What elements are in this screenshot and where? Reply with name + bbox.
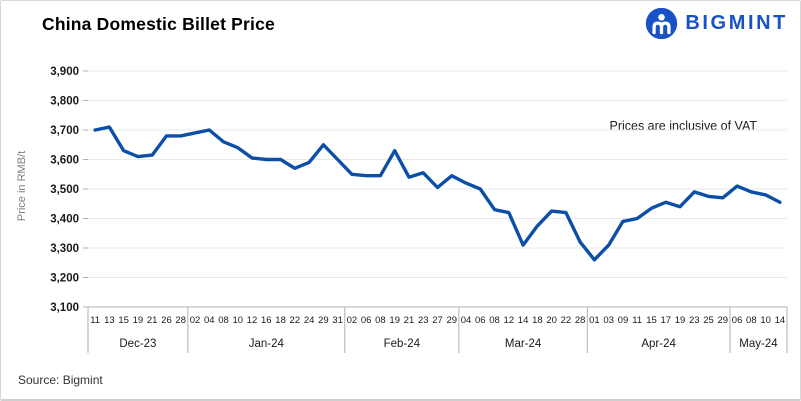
y-tick-label: 3,100 — [50, 302, 79, 314]
x-day-label: 19 — [389, 315, 400, 326]
y-tick-label: 3,600 — [50, 155, 79, 167]
x-day-label: 02 — [190, 315, 201, 326]
x-day-label: 19 — [133, 315, 144, 326]
bigmint-logo-text: BIGMINT — [685, 12, 788, 34]
x-day-label: 24 — [304, 315, 315, 326]
bigmint-logo-icon — [645, 7, 678, 40]
x-day-label: 25 — [703, 315, 714, 326]
x-day-label: 08 — [218, 315, 229, 326]
x-day-label: 11 — [90, 315, 100, 326]
x-day-label: 26 — [161, 315, 172, 326]
y-tick-label: 3,700 — [50, 125, 79, 137]
x-day-label: 23 — [689, 315, 700, 326]
x-day-label: 06 — [475, 315, 486, 326]
x-day-label: 12 — [247, 315, 258, 326]
x-day-label: 20 — [546, 315, 557, 326]
y-tick-label: 3,800 — [50, 96, 79, 108]
x-day-label: 22 — [561, 315, 572, 326]
x-day-label: 28 — [175, 315, 186, 326]
price-line — [93, 125, 782, 262]
x-day-label: 08 — [375, 315, 386, 326]
x-day-label: 10 — [232, 315, 243, 326]
x-day-label: 16 — [261, 315, 272, 326]
x-day-label: 14 — [775, 315, 786, 326]
x-day-label: 12 — [504, 315, 515, 326]
x-day-label: 18 — [532, 315, 543, 326]
x-day-label: 13 — [104, 315, 115, 326]
x-day-label: 03 — [603, 315, 614, 326]
x-day-label: 08 — [489, 315, 500, 326]
y-tick-label: 3,400 — [50, 214, 79, 226]
x-day-label: 23 — [418, 315, 429, 326]
x-day-label: 19 — [675, 315, 686, 326]
bigmint-logo: BIGMINT — [645, 7, 788, 40]
x-day-label: 21 — [147, 315, 158, 326]
x-day-label: 31 — [332, 315, 343, 326]
x-day-label: 17 — [660, 315, 671, 326]
x-day-label: 28 — [575, 315, 586, 326]
page-title: China Domestic Billet Price — [42, 14, 275, 34]
x-day-label: 04 — [461, 315, 472, 326]
x-day-label: 15 — [118, 315, 129, 326]
source-note: Source: Bigmint — [18, 373, 103, 387]
x-day-label: 22 — [290, 315, 301, 326]
month-label: Mar-24 — [505, 338, 542, 350]
x-day-label: 06 — [361, 315, 372, 326]
x-day-label: 04 — [204, 315, 215, 326]
x-day-label: 08 — [746, 315, 757, 326]
x-day-label: 11 — [632, 315, 642, 326]
x-day-label: 27 — [432, 315, 443, 326]
x-day-label: 14 — [518, 315, 529, 326]
y-tick-label: 3,300 — [50, 243, 79, 255]
month-label: Dec-23 — [119, 338, 156, 350]
month-label: May-24 — [739, 338, 778, 350]
x-day-label: 29 — [718, 315, 729, 326]
x-day-label: 09 — [618, 315, 629, 326]
month-label: Feb-24 — [384, 338, 421, 350]
month-label: Jan-24 — [249, 338, 285, 350]
x-day-label: 21 — [404, 315, 415, 326]
x-day-label: 15 — [646, 315, 657, 326]
x-day-label: 02 — [347, 315, 358, 326]
y-tick-label: 3,900 — [50, 66, 79, 78]
x-day-label: 01 — [589, 315, 600, 326]
x-day-label: 29 — [446, 315, 457, 326]
y-tick-label: 3,500 — [50, 184, 79, 196]
x-day-label: 06 — [732, 315, 743, 326]
month-label: Apr-24 — [641, 338, 676, 350]
x-day-label: 29 — [318, 315, 329, 326]
y-tick-label: 3,200 — [50, 273, 79, 285]
x-day-label: 10 — [760, 315, 771, 326]
x-day-label: 18 — [275, 315, 286, 326]
